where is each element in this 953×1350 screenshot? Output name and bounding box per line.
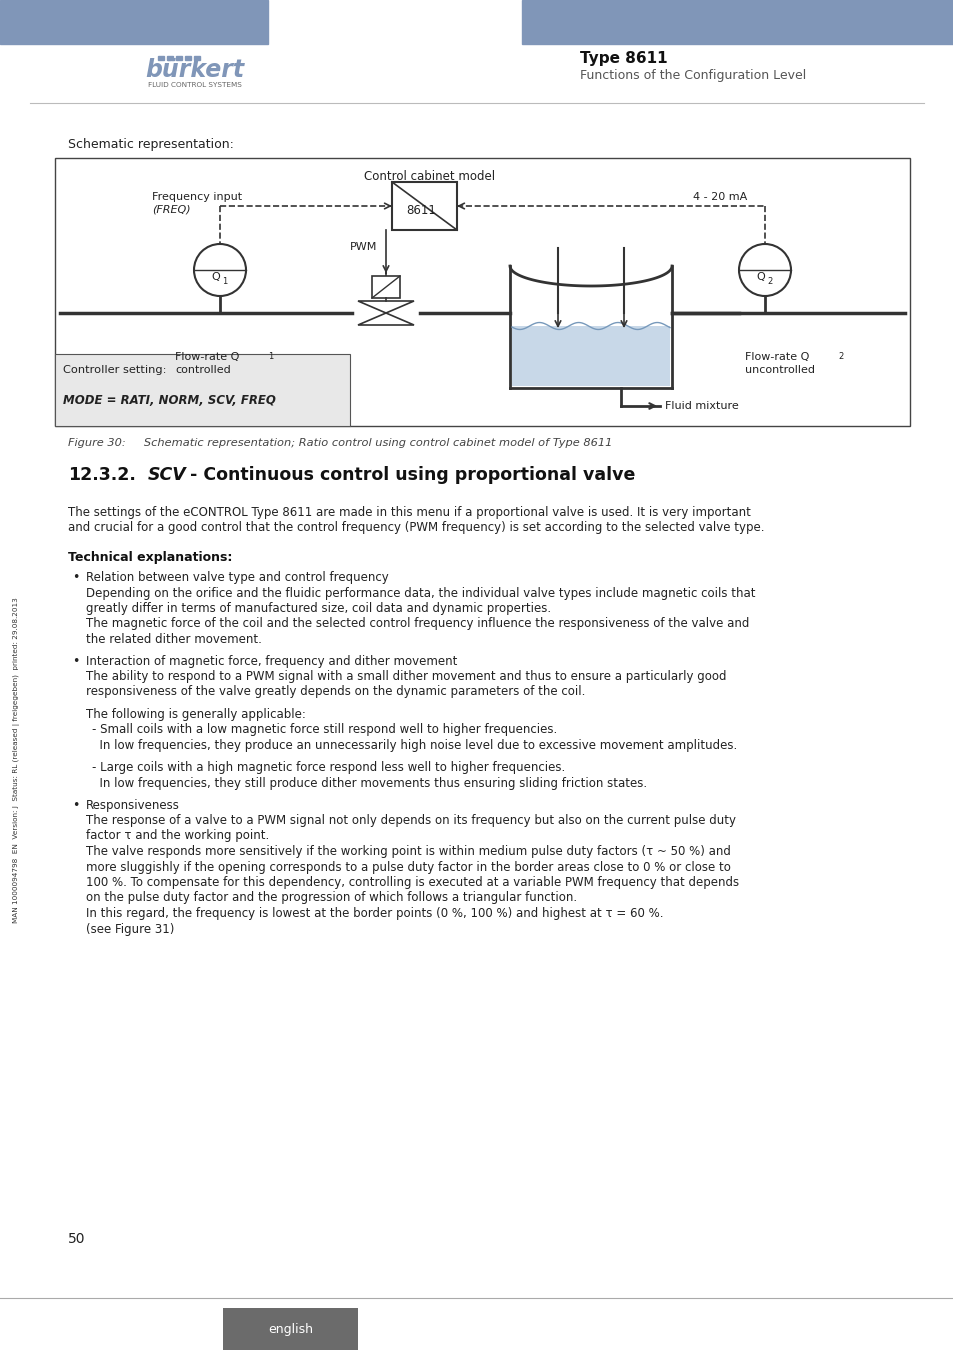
Text: 8611: 8611 <box>406 204 436 217</box>
Text: •: • <box>71 798 79 811</box>
Bar <box>372 275 399 298</box>
Text: uncontrolled: uncontrolled <box>744 364 814 375</box>
Text: In low frequencies, they still produce dither movements thus ensuring sliding fr: In low frequencies, they still produce d… <box>91 778 646 790</box>
Text: The magnetic force of the coil and the selected control frequency influence the : The magnetic force of the coil and the s… <box>86 617 749 630</box>
Bar <box>521 0 953 45</box>
Bar <box>193 55 200 59</box>
Polygon shape <box>357 313 414 325</box>
Text: bürkert: bürkert <box>145 58 244 82</box>
Text: 4 - 20 mA: 4 - 20 mA <box>692 192 746 202</box>
Text: Type 8611: Type 8611 <box>579 50 667 66</box>
Text: Frequency input: Frequency input <box>152 192 242 202</box>
Text: •: • <box>71 655 79 667</box>
Bar <box>223 1308 357 1350</box>
Text: The response of a valve to a PWM signal not only depends on its frequency but al: The response of a valve to a PWM signal … <box>86 814 735 828</box>
Text: 2: 2 <box>837 352 842 360</box>
Text: controlled: controlled <box>174 364 231 375</box>
Text: english: english <box>268 1323 313 1335</box>
Text: The valve responds more sensitively if the working point is within medium pulse : The valve responds more sensitively if t… <box>86 845 730 859</box>
Text: The settings of the eCONTROL Type 8611 are made in this menu if a proportional v: The settings of the eCONTROL Type 8611 a… <box>68 506 750 518</box>
Text: Q: Q <box>212 271 220 282</box>
Bar <box>55 158 909 427</box>
Circle shape <box>739 244 790 296</box>
Text: Control cabinet model: Control cabinet model <box>364 170 495 184</box>
Bar <box>167 55 172 59</box>
Text: Technical explanations:: Technical explanations: <box>68 551 233 564</box>
Bar <box>158 55 164 59</box>
Text: Fluid mixture: Fluid mixture <box>664 401 738 410</box>
Text: Controller setting:: Controller setting: <box>63 364 167 375</box>
Text: 100 %. To compensate for this dependency, controlling is executed at a variable : 100 %. To compensate for this dependency… <box>86 876 739 890</box>
Circle shape <box>193 244 246 296</box>
Text: 12.3.2.: 12.3.2. <box>68 466 135 485</box>
Text: (FREQ): (FREQ) <box>152 204 191 215</box>
Bar <box>0 0 268 45</box>
Text: Interaction of magnetic force, frequency and dither movement: Interaction of magnetic force, frequency… <box>86 655 456 667</box>
Text: In low frequencies, they produce an unnecessarily high noise level due to excess: In low frequencies, they produce an unne… <box>91 738 737 752</box>
Text: Depending on the orifice and the fluidic performance data, the individual valve : Depending on the orifice and the fluidic… <box>86 586 755 599</box>
Text: responsiveness of the valve greatly depends on the dynamic parameters of the coi: responsiveness of the valve greatly depe… <box>86 686 585 698</box>
Bar <box>392 182 456 230</box>
Text: Q: Q <box>756 271 764 282</box>
Polygon shape <box>357 301 414 313</box>
Text: the related dither movement.: the related dither movement. <box>86 633 262 647</box>
Text: factor τ and the working point.: factor τ and the working point. <box>86 829 269 842</box>
Text: 1: 1 <box>268 352 273 360</box>
Text: (see Figure 31): (see Figure 31) <box>86 922 174 936</box>
Text: The following is generally applicable:: The following is generally applicable: <box>86 707 306 721</box>
Text: 50: 50 <box>68 1233 86 1246</box>
Bar <box>185 55 191 59</box>
Text: more sluggishly if the opening corresponds to a pulse duty factor in the border : more sluggishly if the opening correspon… <box>86 860 730 873</box>
Text: Flow-rate Q: Flow-rate Q <box>744 352 808 362</box>
Bar <box>175 55 182 59</box>
Bar <box>512 325 669 386</box>
Text: FLUID CONTROL SYSTEMS: FLUID CONTROL SYSTEMS <box>148 82 242 88</box>
Text: The ability to respond to a PWM signal with a small dither movement and thus to : The ability to respond to a PWM signal w… <box>86 670 726 683</box>
Text: In this regard, the frequency is lowest at the border points (0 %, 100 %) and hi: In this regard, the frequency is lowest … <box>86 907 662 919</box>
Text: and crucial for a good control that the control frequency (PWM frequency) is set: and crucial for a good control that the … <box>68 521 763 535</box>
Text: Functions of the Configuration Level: Functions of the Configuration Level <box>579 69 805 82</box>
Text: Figure 30:     Schematic representation; Ratio control using control cabinet mod: Figure 30: Schematic representation; Rat… <box>68 437 612 448</box>
Text: - Continuous control using proportional valve: - Continuous control using proportional … <box>190 466 635 485</box>
Text: Schematic representation:: Schematic representation: <box>68 138 233 151</box>
Text: 2: 2 <box>766 278 772 286</box>
Text: •: • <box>71 571 79 585</box>
Text: - Small coils with a low magnetic force still respond well to higher frequencies: - Small coils with a low magnetic force … <box>91 724 557 737</box>
Text: on the pulse duty factor and the progression of which follows a triangular funct: on the pulse duty factor and the progres… <box>86 891 577 904</box>
Text: 1: 1 <box>222 278 228 286</box>
Text: Flow-rate Q: Flow-rate Q <box>174 352 239 362</box>
Text: MAN 1000094798  EN  Version: J  Status: RL (released | freigegeben)  printed: 29: MAN 1000094798 EN Version: J Status: RL … <box>13 597 20 923</box>
Text: Relation between valve type and control frequency: Relation between valve type and control … <box>86 571 388 585</box>
Bar <box>55 354 350 427</box>
Text: SCV: SCV <box>148 466 187 485</box>
Text: Responsiveness: Responsiveness <box>86 798 180 811</box>
Text: greatly differ in terms of manufactured size, coil data and dynamic properties.: greatly differ in terms of manufactured … <box>86 602 551 616</box>
Text: MODE = RATI, NORM, SCV, FREQ: MODE = RATI, NORM, SCV, FREQ <box>63 393 275 406</box>
Text: - Large coils with a high magnetic force respond less well to higher frequencies: - Large coils with a high magnetic force… <box>91 761 565 775</box>
Text: PWM: PWM <box>350 242 377 252</box>
